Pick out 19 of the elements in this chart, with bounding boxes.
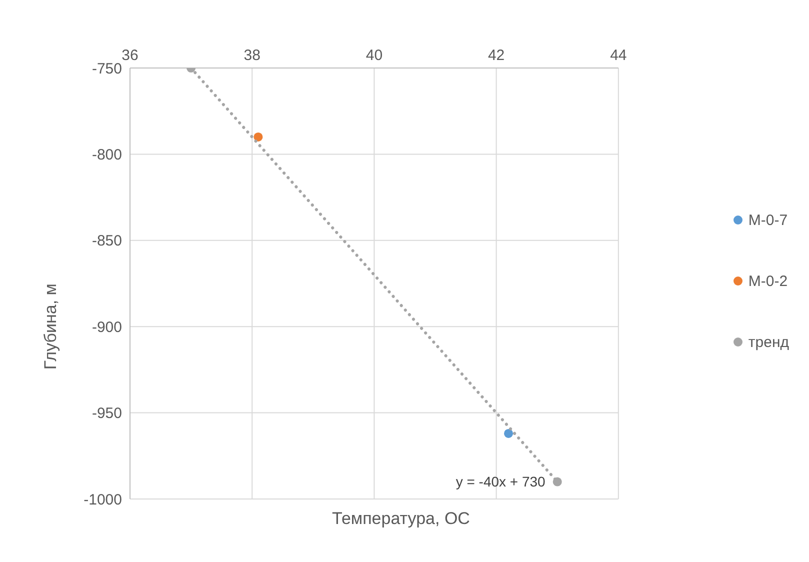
y-tick-label: -800 (92, 146, 122, 164)
x-tick-label: 36 (122, 47, 138, 64)
y-tick-label: -1000 (84, 491, 122, 508)
y-tick-label: -900 (92, 318, 122, 336)
point (552, 477, 562, 486)
legend-label: М-0-7 (748, 212, 788, 228)
x-tick-label: 42 (488, 47, 505, 64)
x-tick-label: 44 (610, 47, 627, 64)
y-axis-title: Глубина, м (41, 284, 60, 370)
annotation: y = -40x + 730 (456, 474, 546, 490)
point (504, 428, 514, 438)
x-tick-label: 40 (366, 47, 383, 64)
x-tick-label: 38 (244, 47, 260, 64)
legend-label: М-0-2 (748, 272, 788, 290)
legend-label: тренд (748, 334, 789, 350)
x-axis-title: Температура, ОС (331, 509, 471, 529)
y-tick-label: -750 (92, 60, 122, 78)
y-tick-label: -950 (92, 405, 122, 422)
y-tick-label: -850 (92, 232, 122, 250)
